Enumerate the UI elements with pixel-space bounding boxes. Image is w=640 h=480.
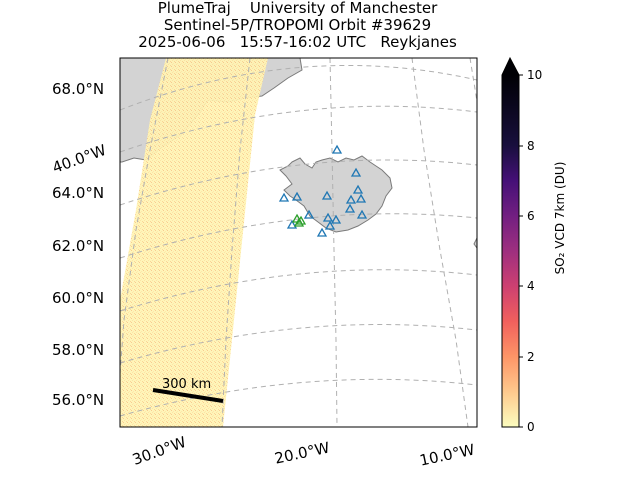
volcano-marker	[344, 203, 356, 213]
target-volcano-markers	[291, 213, 307, 227]
volcano-marker	[316, 227, 328, 237]
target-volcano-marker	[295, 215, 307, 225]
colorbar-tick-marks	[519, 74, 523, 428]
figure-title-line-3: 2025-06-06 15:57-16:02 UTC Reykjanes	[138, 33, 457, 51]
volcano-marker	[350, 167, 362, 177]
iceland-land	[279, 155, 393, 233]
volcano-marker	[322, 212, 334, 222]
lat-label-62n: 62.0°N	[52, 237, 105, 255]
colorbar-extend-arrow	[502, 58, 519, 75]
colorbar	[502, 75, 519, 427]
volcano-marker	[303, 209, 315, 219]
volcano-marker	[324, 220, 336, 230]
map-area	[120, 58, 477, 427]
satellite-swath	[120, 58, 268, 427]
volcano-marker	[355, 193, 367, 203]
volcano-marker	[331, 144, 343, 154]
gridlines	[120, 58, 477, 427]
colorbar-tick-label: 8	[527, 139, 535, 153]
scale-bar	[152, 388, 224, 403]
figure-title-line-1: PlumeTraj University of Manchester	[157, 0, 438, 17]
volcano-marker	[352, 184, 364, 194]
colorbar-tick-label: 10	[527, 68, 543, 82]
lat-label-58n: 58.0°N	[52, 341, 105, 359]
volcano-markers	[278, 144, 368, 237]
scale-bar-label: 300 km	[162, 377, 212, 392]
volcano-marker	[321, 190, 333, 200]
norway-coast	[473, 237, 477, 249]
volcano-marker	[278, 192, 290, 202]
colorbar-tick-label: 2	[527, 350, 535, 364]
colorbar-label: SO₂ VCD 7km (DU)	[553, 161, 567, 275]
lat-label-68n: 68.0°N	[52, 80, 105, 98]
colorbar-tick-label: 6	[527, 209, 535, 223]
volcano-marker	[345, 194, 357, 204]
volcano-marker	[330, 214, 342, 224]
figure-title-line-2: Sentinel-5P/TROPOMI Orbit #39629	[163, 16, 432, 34]
volcano-marker	[291, 191, 303, 201]
colorbar-tick-label: 4	[527, 279, 535, 293]
lat-label-60n: 60.0°N	[52, 289, 105, 307]
colorbar-tick-label: 0	[527, 420, 535, 434]
lat-label-64n: 64.0°N	[52, 184, 105, 202]
volcano-marker	[356, 209, 368, 219]
map-frame	[119, 57, 478, 428]
target-volcano-marker	[293, 217, 305, 227]
lat-label-56n: 56.0°N	[52, 391, 105, 409]
volcano-marker	[286, 219, 298, 229]
